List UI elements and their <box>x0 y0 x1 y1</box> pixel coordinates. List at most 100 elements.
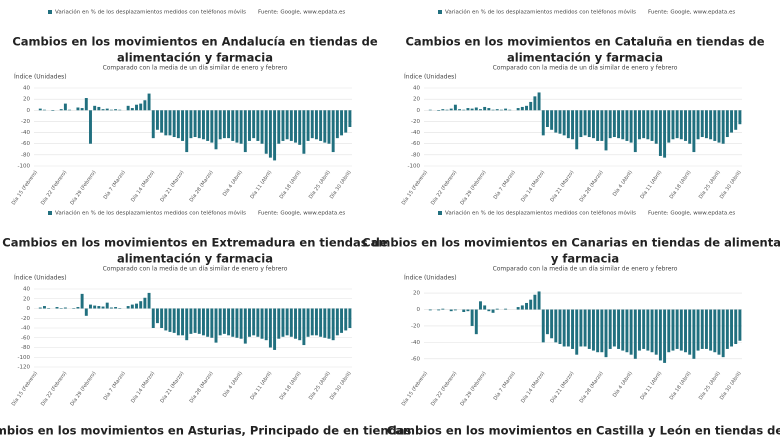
bar <box>575 309 579 355</box>
bar <box>713 110 717 141</box>
bar <box>109 109 113 111</box>
y-tick-label: -40 <box>21 326 30 332</box>
y-tick-label: 0 <box>417 307 421 313</box>
bar <box>625 309 629 353</box>
bar <box>717 110 721 143</box>
bar <box>314 308 318 336</box>
bar <box>210 308 214 338</box>
y-axis-label: Índice (Unidades) <box>404 275 457 282</box>
bar <box>298 110 302 145</box>
bar <box>725 110 729 138</box>
bar <box>193 308 197 333</box>
bar <box>520 106 524 111</box>
bar <box>109 307 113 309</box>
y-tick-label: 0 <box>417 108 421 114</box>
bar <box>583 309 587 347</box>
bar <box>172 308 176 333</box>
bar <box>222 308 226 334</box>
bar <box>285 308 289 336</box>
legend-label: Variación en % de los desplazamientos me… <box>445 210 636 217</box>
bar <box>587 309 591 349</box>
bar <box>335 110 339 139</box>
bar <box>260 308 264 339</box>
bar <box>466 108 470 111</box>
bar <box>114 109 118 111</box>
bar <box>248 110 251 141</box>
bar <box>264 110 268 154</box>
bar <box>310 308 314 336</box>
y-axis-label: Índice (Unidades) <box>404 74 457 81</box>
bar <box>554 309 558 343</box>
bar <box>704 309 708 349</box>
y-tick-label: 40 <box>413 86 420 92</box>
bar <box>617 309 621 349</box>
bar <box>462 309 466 312</box>
bar <box>525 302 528 310</box>
bar <box>206 308 210 337</box>
y-tick-label: 0 <box>27 108 31 114</box>
legend-swatch <box>438 10 442 14</box>
bar <box>310 110 314 139</box>
bar <box>231 110 235 141</box>
bar <box>725 309 729 349</box>
bar <box>340 110 344 136</box>
bar <box>172 110 176 138</box>
source: Fuente: Google, www.epdata.es <box>648 10 735 16</box>
y-tick-label: -40 <box>411 340 420 346</box>
bar <box>335 308 339 336</box>
bar <box>126 105 130 111</box>
bar <box>709 110 713 140</box>
subtitle: Comparado con la media de un día similar… <box>103 65 288 72</box>
bar <box>604 110 608 151</box>
bar <box>176 308 180 336</box>
bar <box>537 92 541 111</box>
y-tick-label: -60 <box>411 141 420 147</box>
bar <box>147 292 151 309</box>
bar <box>462 109 466 111</box>
bar <box>130 108 134 111</box>
bar <box>671 309 675 351</box>
bar <box>600 309 604 353</box>
bar <box>646 110 650 140</box>
bar <box>114 307 118 309</box>
chart-title: y farmacia <box>551 252 619 266</box>
bar <box>239 110 243 144</box>
bar <box>550 309 554 339</box>
bar <box>160 308 164 328</box>
bar <box>214 308 218 343</box>
bar <box>222 110 226 139</box>
bar <box>679 309 683 351</box>
bar <box>139 103 143 111</box>
y-tick-label: -40 <box>411 130 420 136</box>
bar <box>218 308 222 336</box>
chart-title: Cambios en los movimientos en Andalucía … <box>12 35 377 49</box>
bar <box>428 309 432 311</box>
chart-title: Cambios en los movimientos en Extremadur… <box>2 236 388 250</box>
legend-swatch <box>438 211 442 215</box>
bar <box>667 110 671 143</box>
bar <box>214 110 218 150</box>
bar <box>487 108 491 111</box>
bar <box>591 110 595 139</box>
bar <box>562 309 566 347</box>
bar <box>453 104 457 111</box>
bar <box>541 309 545 343</box>
bar <box>453 309 457 311</box>
bar <box>227 308 231 336</box>
bar <box>642 309 646 349</box>
source: Fuente: Google, www.epdata.es <box>258 10 345 16</box>
bar <box>80 293 84 309</box>
bar <box>495 109 499 111</box>
bar <box>717 309 721 355</box>
y-tick-label: 20 <box>413 291 420 297</box>
bar <box>483 106 487 111</box>
bar <box>331 308 335 341</box>
bar <box>135 104 138 111</box>
bar <box>289 110 293 141</box>
bar <box>264 308 268 341</box>
bar <box>692 309 696 359</box>
bar <box>101 109 105 111</box>
bar <box>504 108 508 111</box>
bar <box>302 110 306 154</box>
